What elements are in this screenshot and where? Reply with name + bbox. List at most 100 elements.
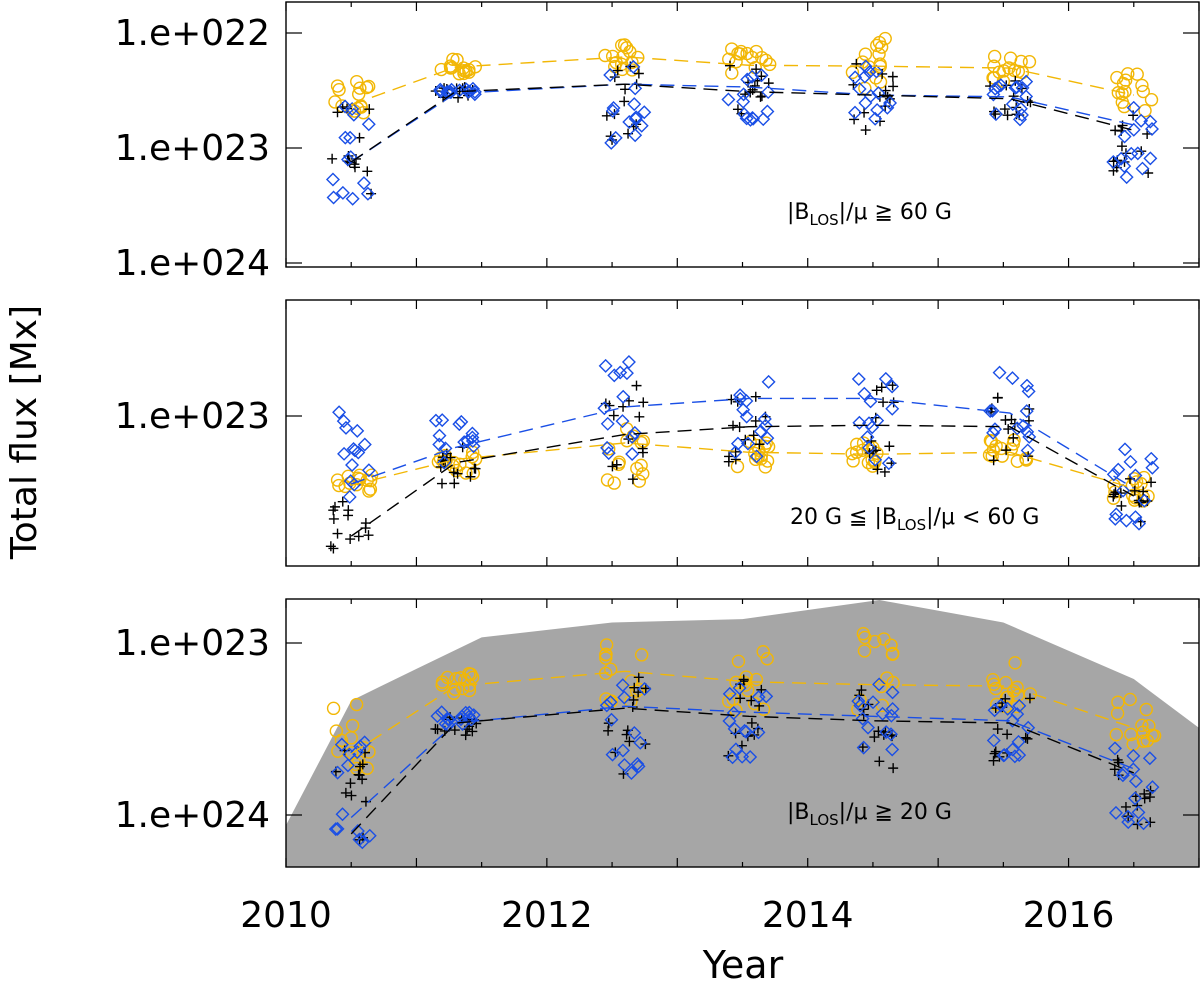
diamond-point [361, 117, 376, 132]
circle-point [749, 672, 764, 687]
x-axis-title: Year [702, 943, 784, 987]
circle-point [760, 652, 774, 666]
circle-point [465, 670, 480, 685]
diamond-point [465, 426, 480, 441]
circle-point [861, 455, 876, 470]
diamond-point [1115, 768, 1130, 783]
plus-point [884, 441, 895, 452]
diamond-point [338, 99, 353, 114]
panel-top: 1.e+022 1.e+023 1.e+024 |BLOS|/μ ≧ 60 G [115, 1, 1200, 284]
plus-point [634, 411, 645, 422]
circle-point [756, 702, 771, 716]
diamond-point [338, 130, 353, 145]
diamond-point [604, 712, 619, 727]
diamond-point [467, 84, 482, 99]
plus-point [633, 68, 644, 79]
diamond-point [465, 434, 480, 449]
circle-point [605, 49, 620, 64]
diamond-point [600, 440, 615, 455]
circle-point [625, 63, 639, 77]
plus-point [1108, 491, 1119, 502]
diamond-point [1020, 443, 1035, 458]
plus-point [849, 114, 860, 125]
plus-point [609, 109, 620, 120]
diamond-point [330, 821, 345, 836]
plus-point [751, 64, 762, 75]
diamond-point [1109, 507, 1124, 522]
diamond-point [432, 437, 447, 452]
plus-point [327, 153, 338, 164]
diamond-point [757, 412, 772, 426]
plus-point [628, 694, 639, 705]
diamond-point [440, 712, 455, 727]
diamond-point [857, 386, 872, 401]
circle-point [734, 44, 748, 59]
plus-point [329, 501, 340, 512]
circle-point [620, 41, 634, 55]
diamond-point [1009, 80, 1024, 95]
circle-point [1123, 692, 1137, 707]
circle-point [443, 61, 458, 75]
circle-point [468, 452, 483, 466]
circle-point [1010, 680, 1024, 695]
circle-point [334, 733, 349, 748]
diamond-point [1000, 701, 1015, 716]
diamond-point [1137, 493, 1152, 508]
diamond-point [852, 415, 867, 430]
plus-point [328, 513, 339, 524]
plot-area [286, 600, 1199, 867]
diamond-point [754, 68, 769, 83]
circle-point [1134, 477, 1148, 491]
diamond-point [1126, 100, 1141, 115]
circle-point [858, 630, 872, 645]
plus-point [332, 107, 343, 118]
diamond-point [1021, 384, 1036, 399]
diamond-point [340, 758, 355, 773]
diamond-point [442, 712, 457, 727]
plus-point [730, 454, 741, 465]
diamond-point [862, 416, 877, 431]
plus-point [1116, 500, 1127, 511]
circle-point [855, 443, 870, 458]
plus-point [1132, 819, 1143, 830]
circle-point [449, 672, 463, 686]
diamond-point [848, 105, 862, 120]
circle-point [599, 647, 613, 662]
plus-point [612, 65, 623, 76]
plus-point [343, 510, 354, 521]
circle-point [1136, 84, 1150, 99]
diamond-point [749, 449, 764, 464]
diamond-point [362, 828, 377, 843]
y-tick-label: 1.e+023 [115, 396, 270, 437]
diamond-point [1019, 404, 1034, 419]
circle-point [345, 718, 360, 733]
circle-point [886, 675, 900, 690]
circle-point [353, 81, 367, 95]
circle-point [1109, 727, 1123, 742]
diamond-point [337, 446, 352, 461]
circle-point [731, 46, 745, 61]
plus-point [888, 397, 899, 408]
plus-point [364, 104, 375, 115]
circle-point [756, 645, 770, 659]
plus-point [608, 410, 619, 421]
circle-point [873, 75, 888, 89]
circle-point [612, 455, 626, 469]
y-tick-label: 1.e+022 [115, 13, 270, 54]
diamond-point [334, 737, 349, 752]
diamond-point [328, 822, 343, 837]
plot-area [325, 355, 1160, 554]
diamond-point [465, 81, 480, 96]
circle-point [630, 684, 644, 698]
plus-point [357, 759, 368, 770]
diamond-point [736, 94, 751, 109]
circle-point [349, 478, 364, 492]
circle-point [1135, 78, 1149, 93]
plus-point [360, 747, 371, 758]
diamond-point [883, 727, 898, 742]
circle-point [729, 675, 743, 690]
diamond-point [624, 766, 639, 781]
diamond-point [736, 87, 751, 102]
circle-point [1124, 727, 1138, 742]
diamond-point [356, 176, 371, 191]
